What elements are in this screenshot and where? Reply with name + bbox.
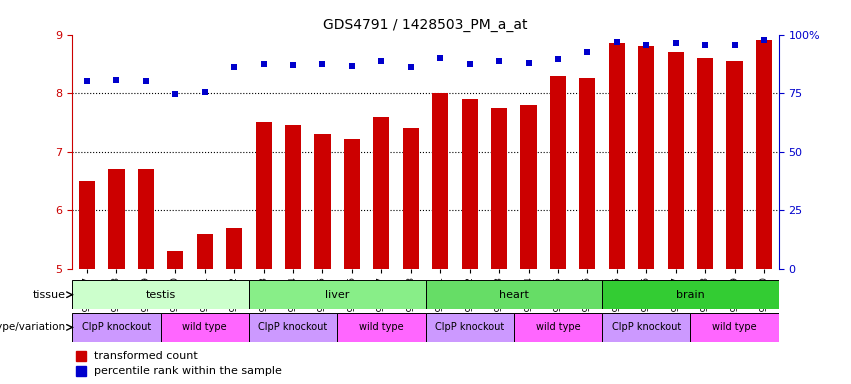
Title: GDS4791 / 1428503_PM_a_at: GDS4791 / 1428503_PM_a_at <box>323 18 528 32</box>
Bar <box>521 105 537 269</box>
Point <box>610 38 624 45</box>
Text: wild type: wild type <box>182 322 227 333</box>
Text: genotype/variation: genotype/variation <box>0 322 66 333</box>
Point <box>639 42 653 48</box>
Text: ClpP knockout: ClpP knockout <box>435 322 505 333</box>
Point <box>257 61 271 67</box>
Bar <box>344 139 360 269</box>
Point <box>757 37 771 43</box>
Bar <box>226 228 243 269</box>
Bar <box>403 128 419 269</box>
Bar <box>426 280 602 309</box>
Bar <box>697 58 713 269</box>
Bar <box>255 122 271 269</box>
Point <box>404 64 418 70</box>
Point <box>699 42 712 48</box>
Bar <box>197 234 213 269</box>
Bar <box>374 117 390 269</box>
Bar <box>432 93 448 269</box>
Point <box>522 60 535 66</box>
Point <box>463 61 477 67</box>
Bar <box>72 313 161 342</box>
Bar <box>461 99 477 269</box>
Text: testis: testis <box>146 290 176 300</box>
Point <box>346 63 359 69</box>
Point <box>492 58 505 64</box>
Bar <box>138 169 154 269</box>
Bar <box>248 280 426 309</box>
Text: wild type: wild type <box>535 322 580 333</box>
Text: transformed count: transformed count <box>94 351 197 361</box>
Point <box>286 62 300 68</box>
Text: ClpP knockout: ClpP knockout <box>612 322 681 333</box>
Text: tissue: tissue <box>32 290 66 300</box>
Point <box>316 61 329 67</box>
Text: percentile rank within the sample: percentile rank within the sample <box>94 366 282 376</box>
Text: ClpP knockout: ClpP knockout <box>259 322 328 333</box>
Bar <box>76 351 86 361</box>
Bar <box>690 313 779 342</box>
Bar <box>756 40 772 269</box>
Bar <box>161 313 248 342</box>
Point <box>728 41 741 48</box>
Bar <box>491 108 507 269</box>
Bar <box>602 313 690 342</box>
Point <box>110 77 123 83</box>
Point <box>433 55 447 61</box>
Point <box>580 49 594 55</box>
Bar <box>514 313 602 342</box>
Text: ClpP knockout: ClpP knockout <box>82 322 151 333</box>
Point <box>168 91 182 98</box>
Bar <box>550 76 566 269</box>
Text: brain: brain <box>676 290 705 300</box>
Point <box>80 78 94 84</box>
Text: heart: heart <box>499 290 528 300</box>
Bar <box>426 313 514 342</box>
Bar <box>72 280 248 309</box>
Point <box>669 40 683 46</box>
Point <box>551 56 565 62</box>
Text: wild type: wild type <box>359 322 403 333</box>
Point <box>139 78 152 84</box>
Bar <box>285 125 301 269</box>
Point <box>374 58 388 64</box>
Point <box>198 89 212 95</box>
Text: wild type: wild type <box>712 322 757 333</box>
Bar <box>337 313 426 342</box>
Bar <box>248 313 337 342</box>
Bar <box>168 251 184 269</box>
Bar <box>602 280 779 309</box>
Bar <box>608 43 625 269</box>
Bar <box>108 169 124 269</box>
Bar <box>580 78 596 269</box>
Bar <box>79 181 95 269</box>
Bar <box>314 134 330 269</box>
Text: liver: liver <box>325 290 350 300</box>
Bar <box>727 61 743 269</box>
Bar <box>667 52 683 269</box>
Bar <box>638 46 654 269</box>
Bar <box>76 366 86 376</box>
Point <box>227 64 241 70</box>
